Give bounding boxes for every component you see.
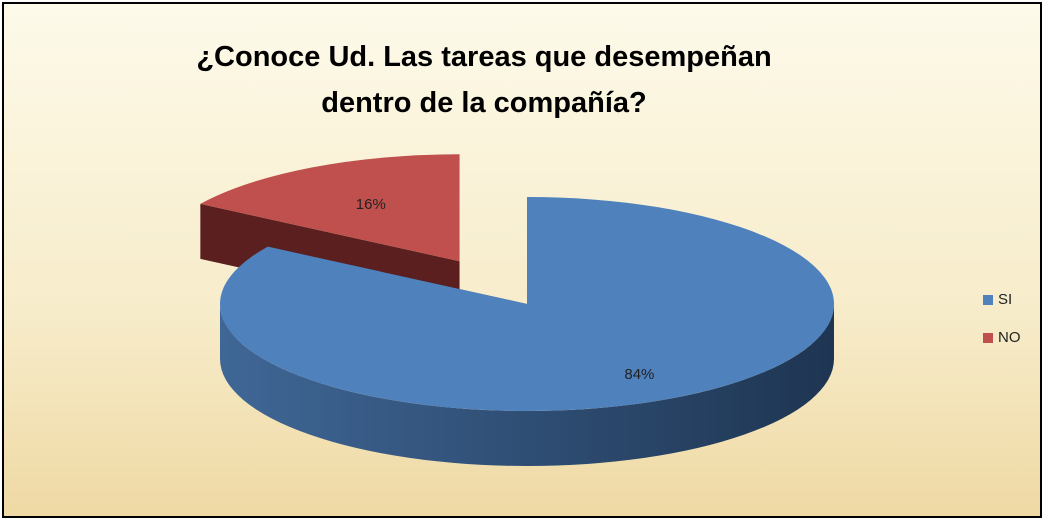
slice: [200, 154, 460, 262]
legend-swatch: [983, 295, 993, 305]
legend-label: NO: [998, 329, 1021, 346]
slice-side: [220, 304, 834, 466]
data-label: 84%: [624, 366, 654, 383]
chart-title: ¿Conoce Ud. Las tareas que desempeñan de…: [196, 41, 772, 119]
data-label: 16%: [356, 196, 386, 213]
plot: 84% 16% SI NO: [200, 154, 1021, 466]
legend-swatch: [983, 333, 993, 343]
legend-label: SI: [998, 291, 1012, 308]
slice: [219, 197, 834, 411]
